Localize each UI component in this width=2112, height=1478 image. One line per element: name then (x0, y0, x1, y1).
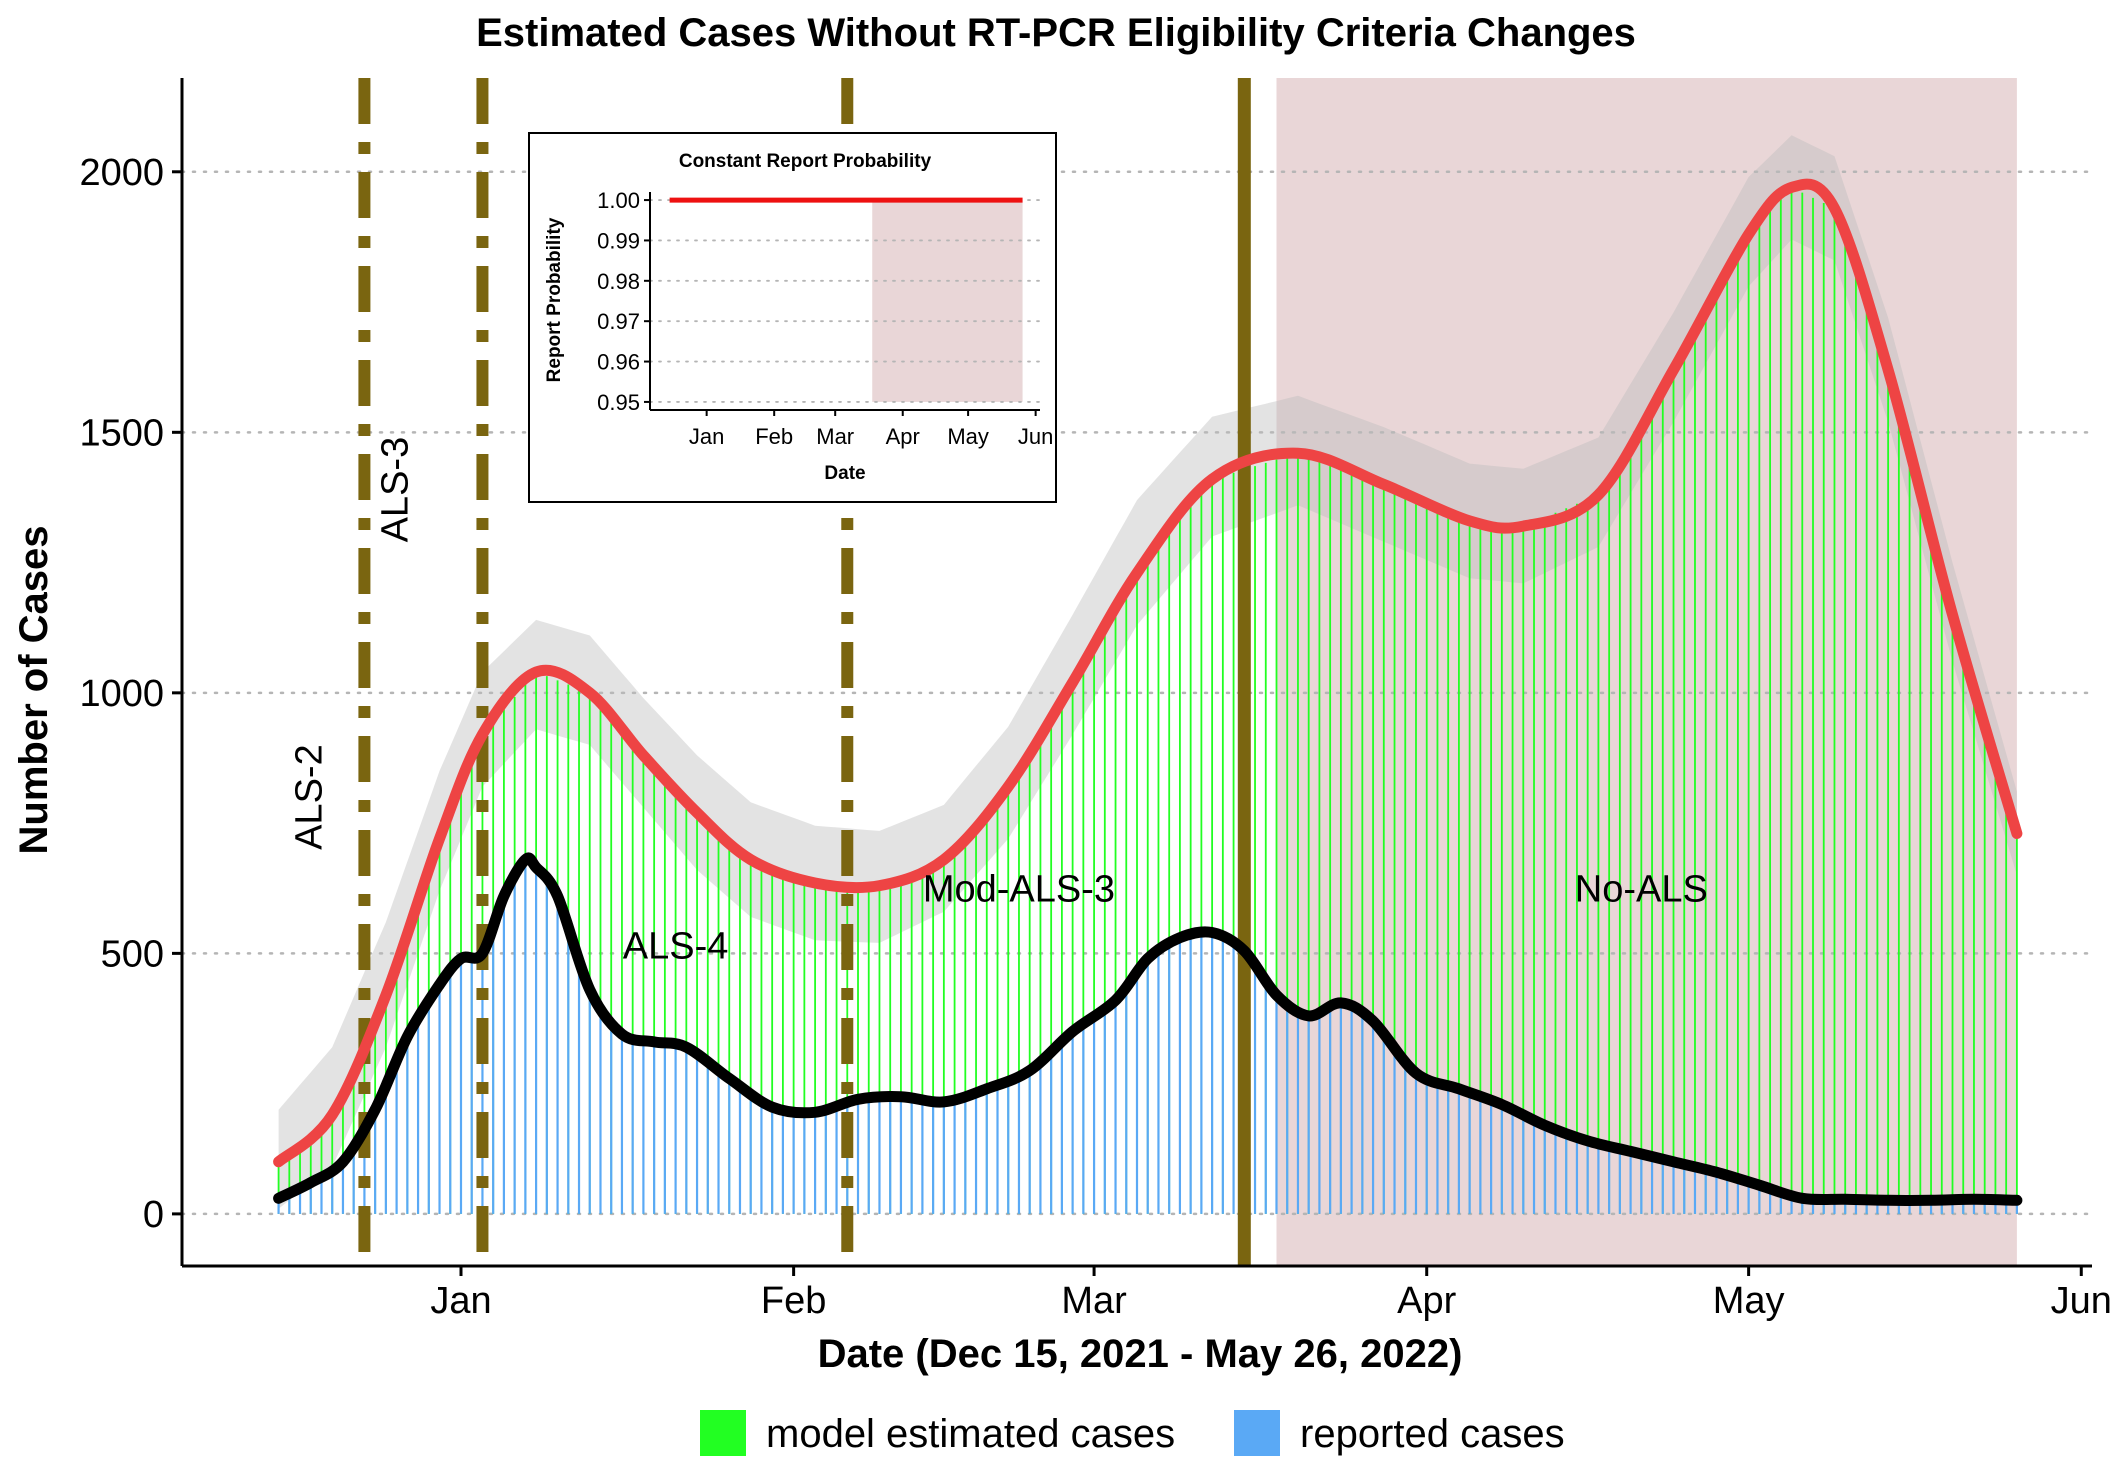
x-tick-label: Mar (1061, 1280, 1127, 1322)
y-axis-title: Number of Cases (12, 526, 56, 855)
chart-title: Estimated Cases Without RT-PCR Eligibili… (476, 11, 1636, 55)
region-label: ALS-2 (289, 744, 331, 850)
legend-label: model estimated cases (766, 1412, 1175, 1456)
reported-cases-line (273, 852, 2023, 1206)
y-tick-label: 1500 (79, 412, 164, 454)
legend-label: reported cases (1300, 1412, 1565, 1456)
y-tick-label: 2000 (79, 152, 164, 194)
region-label: ALS-3 (374, 437, 416, 543)
y-tick-label: 1000 (79, 673, 164, 715)
inset-y-axis-title: Report Probability (544, 217, 565, 382)
reported-bars (277, 859, 2018, 1214)
inset-x-tick-label: Jan (689, 424, 724, 449)
region-label: ALS-4 (623, 926, 729, 968)
inset-y-tick-label: 0.97 (597, 309, 640, 334)
legend-swatch (1234, 1410, 1280, 1456)
confidence-band (278, 135, 2017, 1209)
inset-x-tick-label: Apr (886, 424, 920, 449)
inset-x-tick-label: Jun (1018, 424, 1053, 449)
x-axis-title: Date (Dec 15, 2021 - May 26, 2022) (818, 1332, 1463, 1376)
inset-y-tick-label: 0.99 (597, 228, 640, 253)
estimated-cases-curve (273, 178, 2023, 1168)
inset-title: Constant Report Probability (679, 151, 932, 172)
estimated-bars (277, 187, 2018, 1214)
y-tick-label: 500 (101, 933, 164, 975)
main-plot: ALS-2 ALS-3 ALS-4 Mod-ALS-3 No-ALS 0 500 1000 15… (79, 78, 2112, 1322)
y-tick-label: 0 (143, 1194, 164, 1236)
legend-swatch (700, 1410, 746, 1456)
inset-x-tick-label: May (947, 424, 989, 449)
inset-y-tick-label: 0.98 (597, 269, 640, 294)
inset-y-tick-label: 1.00 (597, 188, 640, 213)
x-tick-label: Apr (1397, 1280, 1456, 1322)
x-tick-label: Jan (430, 1280, 491, 1322)
x-tick-label: Jun (2051, 1280, 2112, 1322)
inset-chart: Constant Report Probability 0.95 0.96 0.97 0… (528, 132, 1057, 503)
region-label: Mod-ALS-3 (923, 868, 1115, 910)
inset-y-tick-label: 0.96 (597, 350, 640, 375)
inset-x-tick-label: Mar (816, 424, 854, 449)
x-tick-label: Feb (761, 1280, 826, 1322)
x-tick-label: May (1713, 1280, 1785, 1322)
inset-x-tick-label: Feb (755, 424, 793, 449)
legend: model estimated cases reported cases (700, 1410, 1565, 1456)
no-als-shaded-region (1276, 78, 2017, 1266)
inset-x-axis-title: Date (824, 463, 865, 484)
inset-shaded-region (872, 200, 1023, 402)
inset-y-tick-label: 0.95 (597, 390, 640, 415)
region-label: No-ALS (1575, 868, 1708, 910)
